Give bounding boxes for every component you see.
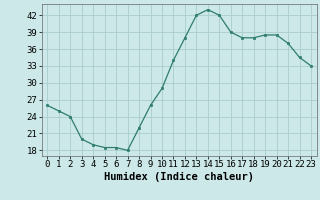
X-axis label: Humidex (Indice chaleur): Humidex (Indice chaleur) bbox=[104, 172, 254, 182]
